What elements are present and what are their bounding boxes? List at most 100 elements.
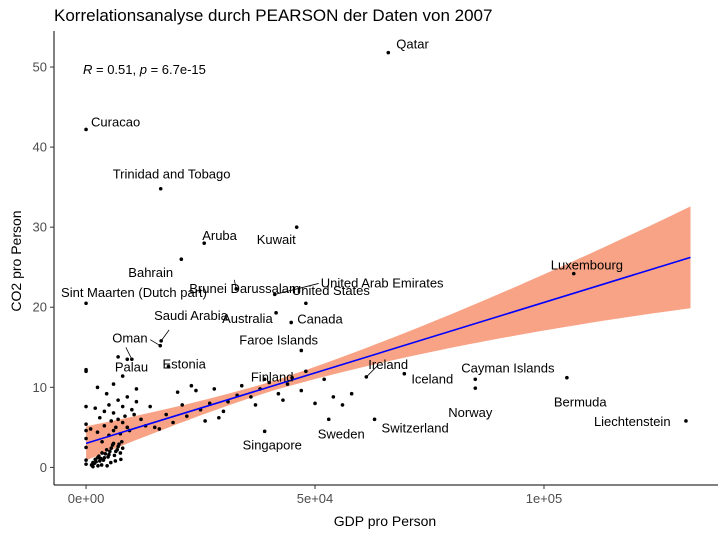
data-point: [99, 463, 104, 467]
data-point: [115, 447, 119, 452]
data-point: [203, 419, 207, 423]
correlation-annotation: R = 0.51, p = 6.7e-15: [83, 62, 206, 77]
data-point: [386, 50, 391, 55]
data-point: [132, 412, 136, 417]
point-label: Sweden: [318, 426, 365, 441]
data-point: [96, 463, 100, 468]
data-point: [107, 403, 111, 407]
data-point: [313, 401, 317, 406]
data-point: [185, 414, 189, 418]
point-label: Saudi Arabia: [154, 308, 228, 323]
data-point: [109, 446, 114, 450]
x-axis-title: GDP pro Person: [334, 513, 436, 529]
data-point: [180, 403, 185, 407]
data-point: [125, 395, 130, 399]
label-leader-line: [160, 329, 170, 342]
point-label: Bermuda: [554, 395, 608, 410]
data-point: [262, 377, 267, 382]
data-point: [253, 403, 258, 407]
point-label: Kuwait: [257, 232, 296, 247]
data-point: [134, 387, 139, 391]
point-label: Estonia: [162, 356, 206, 371]
data-point: [171, 420, 175, 425]
data-point: [221, 409, 226, 414]
data-point: [148, 404, 152, 409]
data-point: [119, 457, 123, 462]
data-point: [194, 388, 198, 393]
data-point: [299, 348, 304, 353]
data-point: [565, 375, 569, 380]
data-point: [116, 417, 120, 422]
data-point: [116, 398, 120, 402]
data-point: [102, 409, 107, 414]
data-point: [94, 459, 98, 464]
data-point: [84, 462, 88, 466]
data-point: [125, 425, 130, 430]
data-point: [120, 420, 125, 425]
chart-title: Korrelationsanalyse durch PEARSON der Da…: [54, 6, 493, 25]
point-label: Australia: [222, 311, 273, 326]
data-point: [104, 391, 109, 396]
data-point: [118, 451, 123, 455]
data-point: [290, 375, 294, 380]
point-label: Trinidad and Tobago: [113, 167, 231, 182]
data-point: [110, 443, 115, 447]
data-point: [473, 386, 478, 390]
data-point: [111, 411, 116, 415]
data-point: [84, 404, 88, 409]
y-tick-label: 40: [33, 140, 47, 155]
point-label: Qatar: [396, 37, 429, 52]
data-point: [294, 225, 299, 229]
point-label: Luxembourg: [551, 258, 623, 273]
data-point: [276, 391, 281, 396]
point-label: United States: [292, 283, 371, 298]
point-label: Canada: [297, 311, 343, 326]
data-point: [113, 459, 118, 463]
data-point: [239, 383, 244, 388]
x-tick-label: 1e+05: [526, 491, 563, 506]
x-tick-label: 5e+04: [297, 491, 334, 506]
y-tick-label: 10: [33, 380, 47, 395]
point-label: Norway: [448, 405, 493, 420]
data-point: [340, 403, 345, 407]
data-point: [134, 399, 139, 404]
data-point: [111, 382, 116, 386]
point-label: Iceland: [411, 372, 453, 387]
data-point: [88, 427, 93, 431]
y-tick-label: 0: [40, 460, 47, 475]
point-label: Palau: [115, 359, 148, 374]
data-point: [93, 406, 98, 410]
data-point: [119, 439, 124, 444]
data-point: [100, 451, 104, 455]
data-point: [164, 412, 168, 417]
data-point: [120, 446, 125, 450]
data-point: [289, 320, 294, 325]
data-point: [104, 447, 109, 452]
data-point: [102, 423, 107, 428]
data-point: [349, 391, 354, 396]
data-point: [111, 428, 116, 433]
data-point: [175, 390, 180, 394]
label-leader-line: [274, 283, 319, 295]
point-label: Ireland: [368, 357, 408, 372]
point-label: Bahrain: [128, 265, 173, 280]
data-point: [84, 422, 88, 426]
data-point: [473, 377, 478, 382]
point-label: Oman: [112, 331, 147, 346]
data-point: [304, 369, 308, 374]
data-point: [684, 419, 688, 423]
data-point: [372, 417, 377, 422]
data-point: [202, 241, 207, 245]
data-point: [212, 387, 217, 391]
data-point: [158, 186, 163, 191]
data-point: [139, 417, 143, 422]
data-point: [84, 436, 88, 441]
point-label: Finland: [251, 369, 294, 384]
y-tick-label: 50: [33, 60, 47, 75]
point-label: Sint Maarten (Dutch part): [61, 285, 207, 300]
y-tick-label: 20: [33, 300, 47, 315]
data-point: [402, 371, 407, 376]
data-point: [130, 407, 134, 412]
point-label: Faroe Islands: [239, 332, 318, 347]
data-point: [95, 385, 100, 390]
